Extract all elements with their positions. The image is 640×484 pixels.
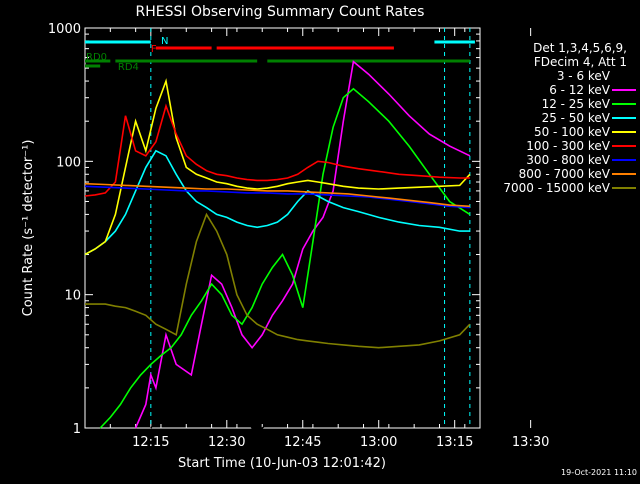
legend: Det 1,3,4,5,6,9, FDecim 4, Att 1 3 - 6 k… [503,41,636,195]
x-tick-label: 12:45 [284,435,321,450]
legend-header-line1: Det 1,3,4,5,6,9, [533,41,627,55]
series-line-8 [85,212,471,349]
legend-label: 12 - 25 keV [542,97,611,111]
x-axis: 12:15 12:30 12:45 13:00 13:15 13:30 [84,28,549,450]
legend-label: 800 - 7000 keV [519,167,611,181]
x-tick-label: 12:15 [132,435,169,450]
y-tick-label: 1000 [48,22,81,37]
series-line-7 [84,182,470,208]
x-tick-label: 13:15 [436,435,473,450]
series-line-6 [84,185,470,209]
flag-label-rd4: RD4 [118,62,139,73]
legend-label: 300 - 800 keV [526,153,610,167]
series-line-4 [84,78,471,256]
x-tick-label: 13:30 [512,435,549,450]
series-line-0 [150,204,471,429]
flag-label-n: N [161,36,168,47]
legend-label: 6 - 12 keV [549,83,611,97]
y-axis: 1 10 100 1000 [48,22,480,437]
legend-label: 25 - 50 keV [542,111,611,125]
y-axis-label: Count Rate (s⁻¹ detector⁻¹) [21,140,36,317]
x-axis-label: Start Time (10-Jun-03 12:01:42) [178,456,386,471]
legend-label: 100 - 300 keV [526,139,610,153]
series-line-2 [99,87,471,429]
x-tick-label: 12:30 [208,435,245,450]
chart-title: RHESSI Observing Summary Count Rates [136,4,425,20]
y-tick-label: 1 [73,422,81,437]
y-tick-label: 100 [56,155,81,170]
legend-label: 50 - 100 keV [534,125,611,139]
timestamp: 19-Oct-2021 11:10 [561,468,637,477]
flag-label-rd0: RD0 [86,52,107,63]
series-line-5 [84,103,470,197]
legend-header-line2: FDecim 4, Att 1 [534,55,627,69]
legend-label: 3 - 6 keV [557,69,611,83]
series-lines [84,60,471,429]
series-line-1 [134,60,471,429]
legend-label: 7000 - 15000 keV [503,181,610,195]
y-tick-label: 10 [64,289,81,304]
series-line-3 [84,149,470,256]
flag-label-f: F [151,44,157,55]
plot-frame [84,27,481,429]
x-tick-label: 13:00 [360,435,397,450]
